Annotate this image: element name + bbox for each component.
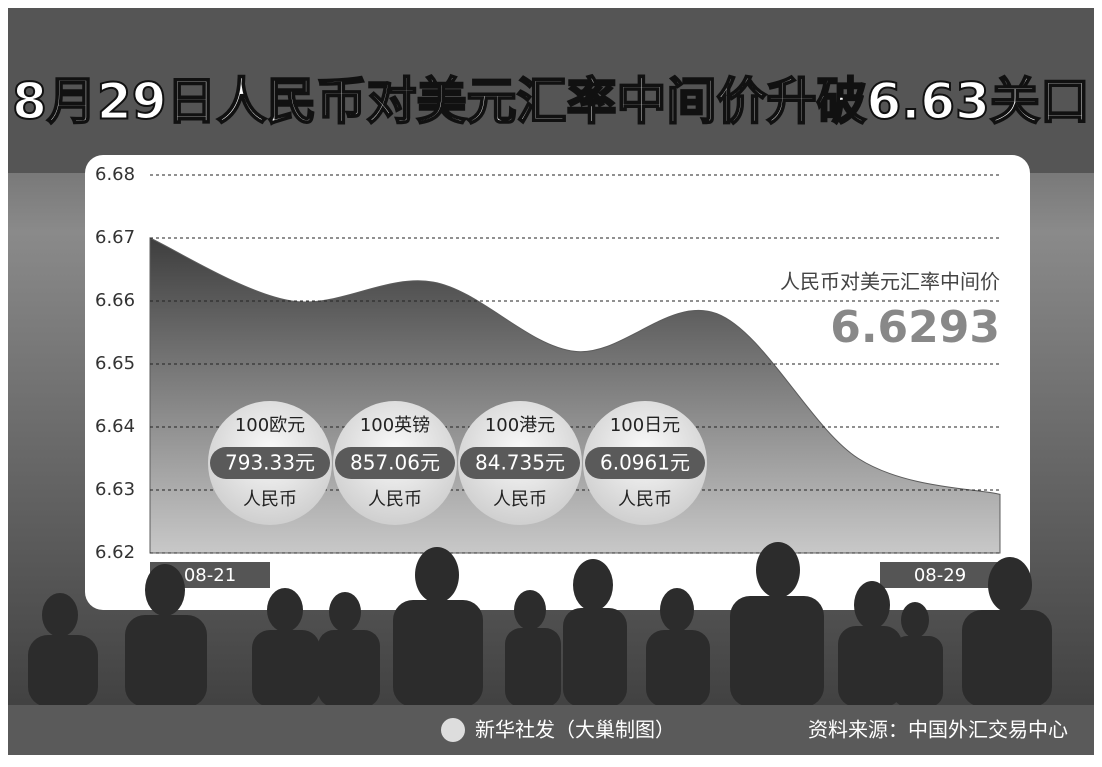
conversion-unit: 100日元 <box>610 415 680 436</box>
conversion-amount: 793.33元 <box>225 451 315 475</box>
y-tick-label: 6.64 <box>95 416 135 437</box>
conversion-currency: 人民币 <box>368 489 422 510</box>
x-tick-label: 08-21 <box>184 565 236 586</box>
y-tick-label: 6.62 <box>95 542 135 563</box>
x-tick-label: 08-29 <box>914 565 966 586</box>
end-value-label: 6.6293 <box>830 302 1000 353</box>
y-tick-label: 6.66 <box>95 290 135 311</box>
agency-logo <box>441 718 465 742</box>
conversion-amount: 857.06元 <box>350 451 440 475</box>
chart-title: 8月29日人民币对美元汇率中间价升破6.63关口 <box>12 73 1090 131</box>
y-tick-label: 6.68 <box>95 164 135 185</box>
conversion-unit: 100港元 <box>485 415 555 436</box>
series-label: 人民币对美元汇率中间价 <box>780 270 1000 294</box>
conversion-currency: 人民币 <box>618 489 672 510</box>
conversion-amount: 84.735元 <box>475 451 565 475</box>
infographic: 8月29日人民币对美元汇率中间价升破6.63关口 6.62 6.63 6.64 6.6… <box>0 0 1102 763</box>
conversion-amount: 6.0961元 <box>600 451 690 475</box>
conversion-currency: 人民币 <box>493 489 547 510</box>
credit: 新华社发（大巢制图） <box>475 718 675 742</box>
y-tick-label: 6.67 <box>95 227 135 248</box>
conversion-currency: 人民币 <box>243 489 297 510</box>
y-tick-label: 6.63 <box>95 479 135 500</box>
y-tick-label: 6.65 <box>95 353 135 374</box>
conversion-unit: 100英镑 <box>360 415 430 436</box>
conversion-unit: 100欧元 <box>235 415 305 436</box>
source: 资料来源：中国外汇交易中心 <box>808 718 1068 742</box>
